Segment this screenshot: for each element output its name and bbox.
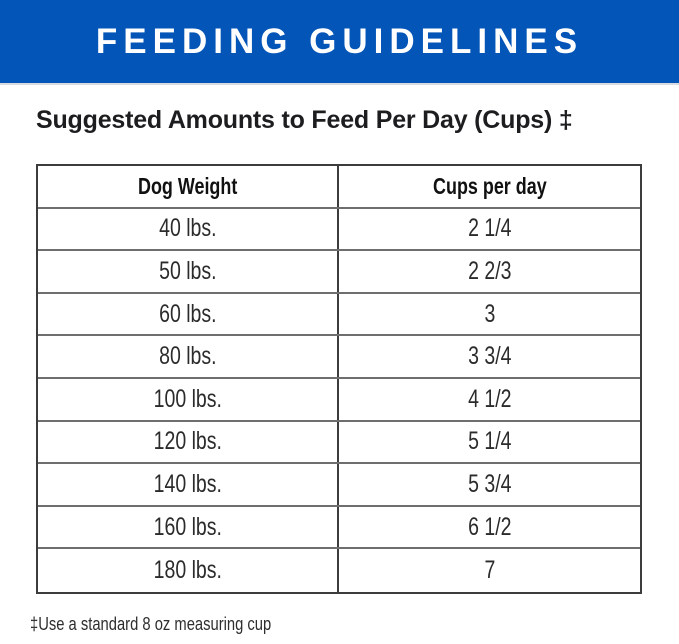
cups-per-day-value: 6 1/2 [467,512,512,541]
dog-weight-value: 50 lbs. [158,256,217,285]
dog-weight-value: 40 lbs. [158,214,217,243]
page-title: Suggested Amounts to Feed Per Day (Cups)… [36,106,573,134]
table-row: 120 lbs. 5 1/4 [38,421,640,465]
dog-weight-value: 80 lbs. [158,342,217,371]
table-row: 40 lbs. 2 1/4 [38,208,640,252]
cups-per-day-value: 3 [484,299,495,328]
cups-per-day-value: 5 1/4 [467,427,512,456]
table-row: 180 lbs. 7 [38,549,640,592]
dog-weight-cell: 100 lbs. [38,378,339,420]
table-row: 100 lbs. 4 1/2 [38,378,640,422]
column-header-dog-weight: Dog Weight [38,166,339,207]
cups-per-day-value: 4 1/2 [467,384,512,413]
cups-per-day-cell: 5 3/4 [339,464,640,505]
table-row: 50 lbs. 2 2/3 [38,251,640,294]
table-row: 160 lbs. 6 1/2 [38,506,640,550]
dog-weight-value: 120 lbs. [153,427,222,456]
column-header-label: Dog Weight [137,172,238,199]
dog-weight-value: 160 lbs. [153,512,222,541]
dog-weight-cell: 180 lbs. [38,549,339,592]
table-row: 140 lbs. 5 3/4 [38,464,640,507]
dog-weight-cell: 80 lbs. [38,336,339,377]
cups-per-day-cell: 6 1/2 [339,507,640,548]
table-row: 80 lbs. 3 3/4 [38,336,640,379]
dog-weight-cell: 120 lbs. [38,421,339,463]
table-row: 60 lbs. 3 [38,293,640,337]
cups-per-day-cell: 4 1/2 [339,379,640,420]
dog-weight-value: 140 lbs. [153,469,222,498]
dog-weight-cell: 50 lbs. [38,251,339,292]
cups-per-day-value: 2 2/3 [467,256,512,285]
cups-per-day-cell: 2 1/4 [339,209,640,250]
column-header-cups-per-day: Cups per day [339,166,640,207]
dog-weight-value: 60 lbs. [158,299,217,328]
dog-weight-cell: 140 lbs. [38,464,339,505]
cups-per-day-cell: 3 3/4 [339,336,640,377]
feeding-guidelines-banner: FEEDING GUIDELINES [0,0,679,85]
cups-per-day-value: 7 [484,556,495,585]
footnote: ‡Use a standard 8 oz measuring cup [30,614,324,635]
dog-weight-value: 100 lbs. [153,384,222,413]
dog-weight-value: 180 lbs. [153,556,222,585]
cups-per-day-cell: 2 2/3 [339,251,640,292]
cups-per-day-value: 5 3/4 [467,469,512,498]
banner-title: FEEDING GUIDELINES [95,21,584,61]
table-header-row: Dog Weight Cups per day [38,166,640,209]
table-body: 40 lbs. 2 1/4 50 lbs. 2 2/3 60 lbs. 3 80 lbs. 3… [38,208,640,592]
cups-per-day-value: 3 3/4 [467,342,512,371]
dog-weight-cell: 40 lbs. [38,208,339,250]
cups-per-day-cell: 3 [339,294,640,335]
feeding-table: Dog Weight Cups per day 40 lbs. 2 1/4 50 l… [36,164,642,594]
column-header-label: Cups per day [432,172,547,199]
cups-per-day-cell: 7 [339,549,640,592]
dog-weight-cell: 160 lbs. [38,506,339,548]
footnote-text: ‡Use a standard 8 oz measuring cup [30,614,272,634]
cups-per-day-cell: 5 1/4 [339,422,640,463]
dog-weight-cell: 60 lbs. [38,293,339,335]
cups-per-day-value: 2 1/4 [467,214,512,243]
